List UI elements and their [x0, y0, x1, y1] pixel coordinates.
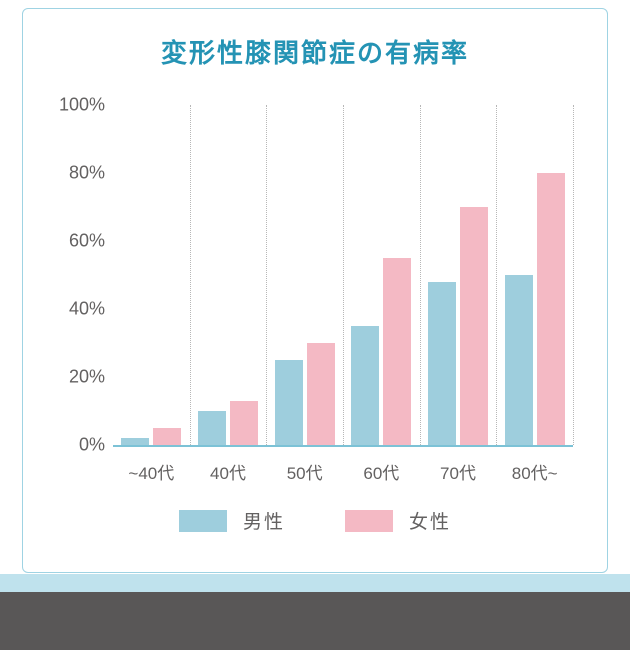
- bar: [428, 282, 456, 445]
- bar-group: [266, 343, 343, 445]
- x-tick-label: 80代~: [512, 459, 558, 484]
- x-tick-label: 50代: [287, 459, 323, 484]
- plot-area: 0%20%40%60%80%100%: [113, 105, 573, 445]
- bar: [505, 275, 533, 445]
- bar: [230, 401, 258, 445]
- bar: [153, 428, 181, 445]
- chart-title: 変形性膝関節症の有病率: [23, 33, 607, 70]
- bar: [460, 207, 488, 445]
- legend-swatch: [345, 510, 393, 532]
- bar-group: [496, 173, 573, 445]
- grid-line: [573, 105, 574, 445]
- x-tick-label: ~40代: [128, 459, 174, 484]
- y-tick-label: 100%: [59, 95, 105, 116]
- footer-band-dark: [0, 592, 630, 650]
- y-tick-label: 60%: [69, 231, 105, 252]
- legend-label: 男性: [243, 507, 285, 534]
- bar: [537, 173, 565, 445]
- x-axis-labels: ~40代 40代 50代 60代 70代 80代~: [113, 459, 573, 483]
- legend-item: 女性: [345, 507, 451, 534]
- x-axis-line: [113, 445, 573, 447]
- bar-group: [113, 428, 190, 445]
- footer-band-light: [0, 574, 630, 592]
- y-tick-label: 80%: [69, 163, 105, 184]
- bar: [383, 258, 411, 445]
- legend-swatch: [179, 510, 227, 532]
- grid-line: [190, 105, 191, 445]
- chart-panel: 変形性膝関節症の有病率 0%20%40%60%80%100% ~40代40代50…: [22, 8, 608, 573]
- x-tick-label: 40代: [210, 459, 246, 484]
- legend: 男性 女性: [23, 507, 607, 534]
- y-tick-label: 0%: [79, 435, 105, 456]
- y-tick-label: 40%: [69, 299, 105, 320]
- bar: [351, 326, 379, 445]
- bar: [275, 360, 303, 445]
- bar-group: [190, 401, 267, 445]
- x-tick-label: 60代: [363, 459, 399, 484]
- legend-label: 女性: [409, 507, 451, 534]
- bar-group: [420, 207, 497, 445]
- y-tick-label: 20%: [69, 367, 105, 388]
- bar-group: [343, 258, 420, 445]
- bar: [198, 411, 226, 445]
- bar: [307, 343, 335, 445]
- x-tick-label: 70代: [440, 459, 476, 484]
- bar: [121, 438, 149, 445]
- legend-item: 男性: [179, 507, 285, 534]
